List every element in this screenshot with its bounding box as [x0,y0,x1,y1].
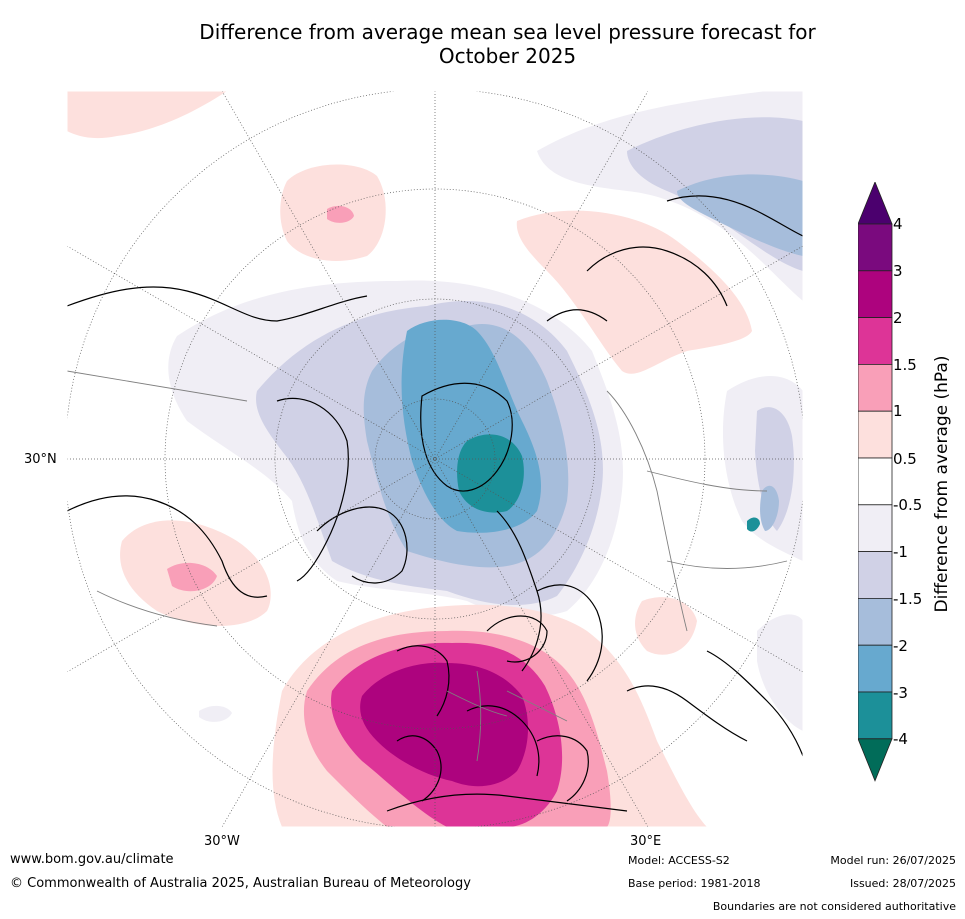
model-text: Model: ACCESS-S2 [628,854,730,867]
anomaly-pos-1-north [327,205,354,223]
country-borders [67,370,788,762]
colorbar-tick: 2 [893,309,903,327]
colorbar-segment [858,317,893,365]
anomaly-neg-0.5-atlantic [199,705,232,722]
colorbar-segment [858,223,893,272]
colorbar-segment [858,363,893,412]
colorbar-tick: 0.5 [893,450,917,468]
colorbar-segment [858,270,893,319]
colorbar-tick: 1 [893,402,903,420]
colorbar-label: Difference from average (hPa) [932,355,952,613]
anomaly-pos-2 [360,662,529,787]
issued-text: Issued: 28/07/2025 [849,877,956,890]
coastlines [67,195,803,812]
colorbar-tick: 4 [893,215,903,233]
anomaly-pos-1-pacific [167,562,217,592]
title-line-1: Difference from average mean sea level p… [199,20,816,44]
disclaimer-text: Boundaries are not considered authoritat… [712,900,956,913]
colorbar-segment [858,691,893,740]
anomaly-pos-0.5-nw [67,91,227,139]
base-period-text: Base period: 1981-2018 [628,877,761,890]
lat-label-30n: 30°N [24,452,57,467]
copyright-text: © Commonwealth of Australia 2025, Austra… [10,876,471,891]
colorbar-segment [858,457,893,506]
lon-label-30e: 30°E [630,834,662,849]
anomaly-neg-0.5-se [757,614,803,731]
anomaly-neg-3 [457,434,524,513]
colorbar-extend-max [858,182,893,225]
colorbar-tick: -2 [893,637,908,655]
colorbar [858,182,893,782]
title-line-2: October 2025 [438,44,577,68]
model-run-text: Model run: 26/07/2025 [830,854,956,867]
colorbar-tick: 1.5 [893,356,917,374]
colorbar-tick: -1.5 [893,590,923,608]
colorbar-segment [858,551,893,599]
lon-label-30w: 30°W [204,834,240,849]
colorbar-segment [858,504,893,552]
colorbar-extend-min [858,738,893,782]
anomaly-neg-3-east [747,517,760,532]
anomaly-pos-0.5-siberia [516,210,752,374]
map-title: Difference from average mean sea level p… [120,20,895,68]
colorbar-tick: -3 [893,684,908,702]
anomaly-pos-0.5-caspian [635,597,697,655]
pressure-anomaly-map [67,91,803,827]
colorbar-tick: -4 [893,730,908,748]
website-link[interactable]: www.bom.gov.au/climate [10,852,174,867]
colorbar-segment [858,410,893,459]
colorbar-tick: 3 [893,262,903,280]
anomaly-neg-1.5-ne [677,174,803,256]
colorbar-segment [858,644,893,693]
colorbar-tick: -0.5 [893,496,923,514]
colorbar-tick: -1 [893,543,908,561]
anomaly-neg-1.5-east [760,485,779,531]
colorbar-segment [858,597,893,646]
graticule [67,91,803,827]
